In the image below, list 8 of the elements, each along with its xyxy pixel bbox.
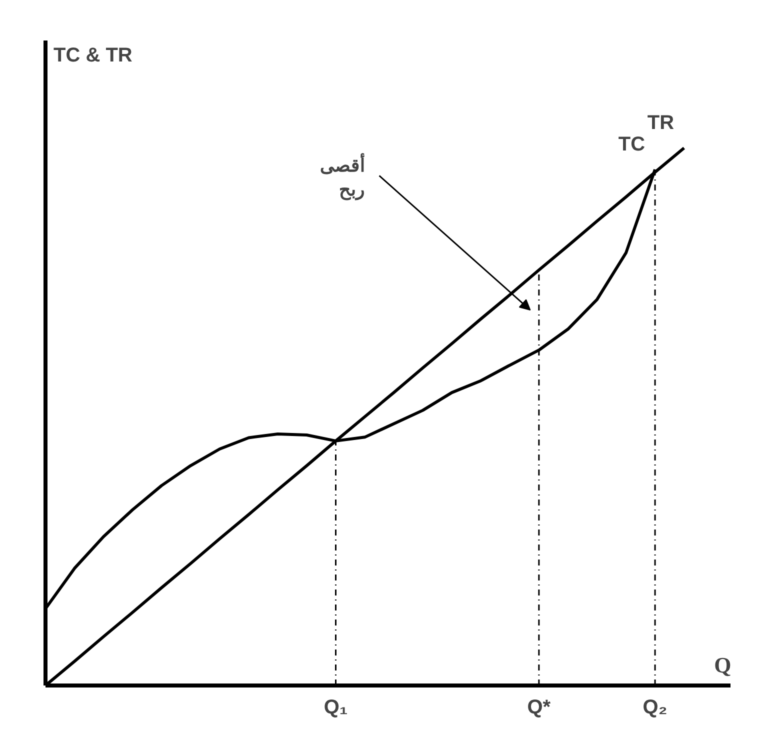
y-axis-title: TC & TR <box>54 44 133 66</box>
x-axis-title: Q <box>714 652 732 678</box>
x-tick-label: Q₂ <box>642 696 668 718</box>
x-tick-label: Q* <box>527 696 551 718</box>
series-label: TC <box>618 134 646 156</box>
annotation: أقصى ربح <box>320 154 365 201</box>
x-tick-label: Q₁ <box>324 696 348 718</box>
series-label: TR <box>647 112 675 134</box>
